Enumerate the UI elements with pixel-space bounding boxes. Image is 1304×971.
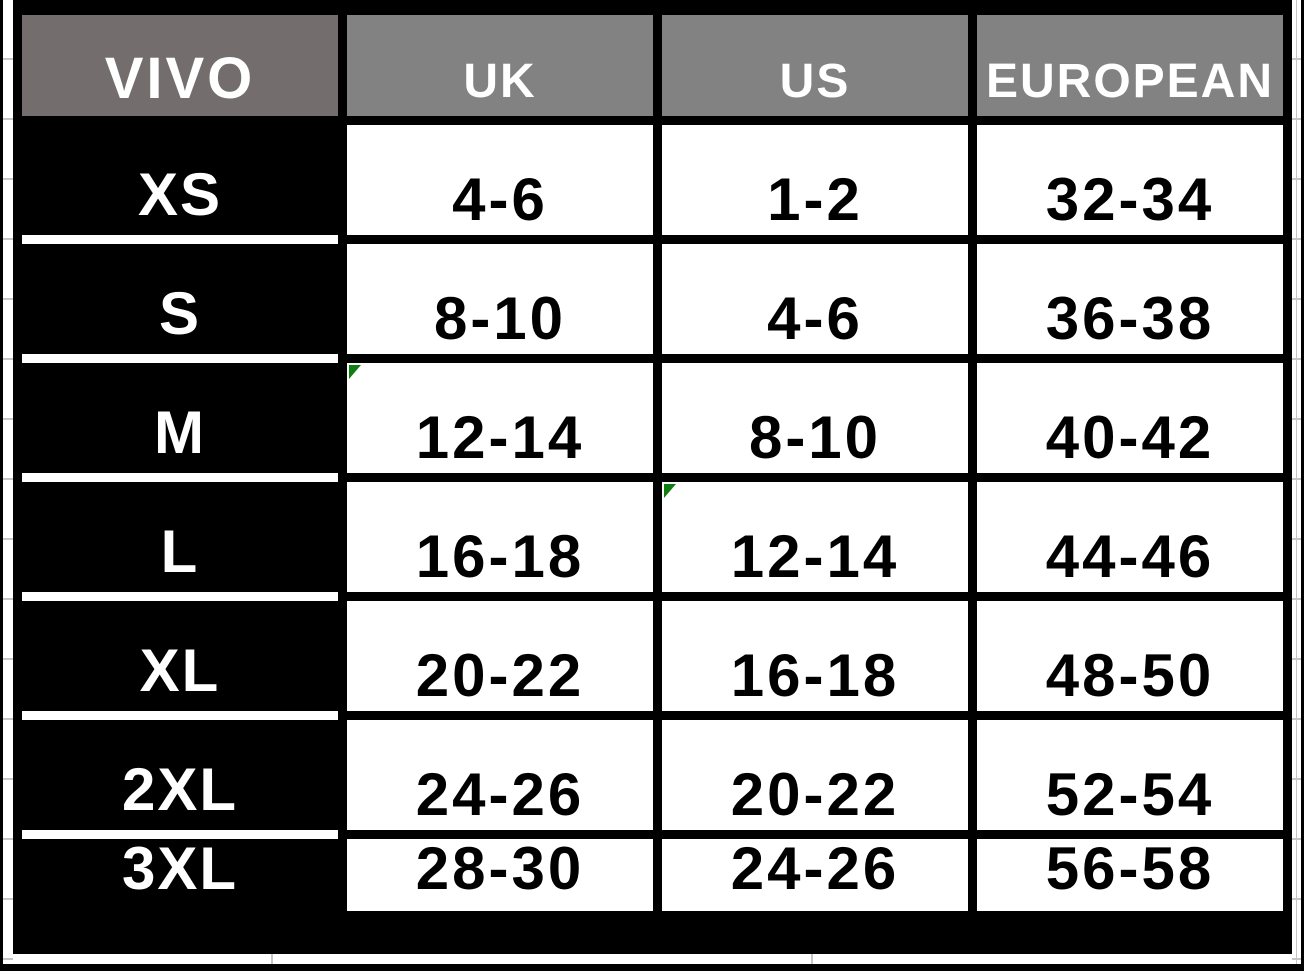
size-value-cell: 8-10: [347, 244, 653, 354]
size-value-cell: 36-38: [977, 244, 1283, 354]
table-row: 2XL 24-26 20-22 52-54: [22, 720, 1283, 839]
size-value-cell: 1-2: [662, 125, 968, 235]
size-value-cell: 12-14: [662, 482, 968, 592]
size-value-cell: 8-10: [662, 363, 968, 473]
green-corner-flag-icon: [664, 484, 676, 498]
gridline-tick: [271, 954, 273, 964]
size-value-cell: 24-26: [662, 839, 968, 911]
table-row: XL 20-22 16-18 48-50: [22, 601, 1283, 720]
sheet-gutter-bottom: [13, 954, 1292, 964]
table-body: XS 4-6 1-2 32-34 S 8-10 4-6 36-38 M 12-14 8-10 40-4…: [22, 125, 1283, 915]
size-value-cell: 44-46: [977, 482, 1283, 592]
header-cell-uk: UK: [347, 15, 653, 116]
table-header-row: VIVO UK US EUROPEAN: [22, 15, 1283, 116]
table-row: M 12-14 8-10 40-42: [22, 363, 1283, 482]
size-value-cell: 48-50: [977, 601, 1283, 711]
table-row: 3XL 28-30 24-26 56-58: [22, 839, 1283, 915]
size-value-cell: 4-6: [662, 244, 968, 354]
row-size-label: M: [22, 363, 338, 482]
sheet-gutter-right: [1292, 0, 1301, 964]
size-value-cell: 28-30: [347, 839, 653, 911]
size-value-cell: 24-26: [347, 720, 653, 830]
header-cell-european: EUROPEAN: [977, 15, 1283, 116]
size-value-cell: 16-18: [347, 482, 653, 592]
table-row: S 8-10 4-6 36-38: [22, 244, 1283, 363]
size-value-cell: 4-6: [347, 125, 653, 235]
row-size-label: XS: [22, 125, 338, 244]
size-value-cell: 16-18: [662, 601, 968, 711]
size-value-cell: 20-22: [347, 601, 653, 711]
row-size-label: S: [22, 244, 338, 363]
size-value-cell: 32-34: [977, 125, 1283, 235]
size-value-cell: 12-14: [347, 363, 653, 473]
size-value-cell: 56-58: [977, 839, 1283, 911]
table-row: XS 4-6 1-2 32-34: [22, 125, 1283, 244]
green-corner-flag-icon: [349, 365, 361, 379]
gridline-tick: [811, 954, 813, 964]
header-cell-us: US: [662, 15, 968, 116]
row-size-label: XL: [22, 601, 338, 720]
row-size-label: L: [22, 482, 338, 601]
table-row: L 16-18 12-14 44-46: [22, 482, 1283, 601]
sheet-gutter-left: [3, 0, 13, 964]
size-chart-table: VIVO UK US EUROPEAN XS 4-6 1-2 32-34 S 8-10 4-…: [13, 6, 1292, 954]
header-cell-vivo: VIVO: [22, 15, 338, 116]
size-value-cell: 52-54: [977, 720, 1283, 830]
row-size-label: 3XL: [22, 839, 338, 915]
row-size-label: 2XL: [22, 720, 338, 839]
size-value-cell: 40-42: [977, 363, 1283, 473]
size-value-cell: 20-22: [662, 720, 968, 830]
